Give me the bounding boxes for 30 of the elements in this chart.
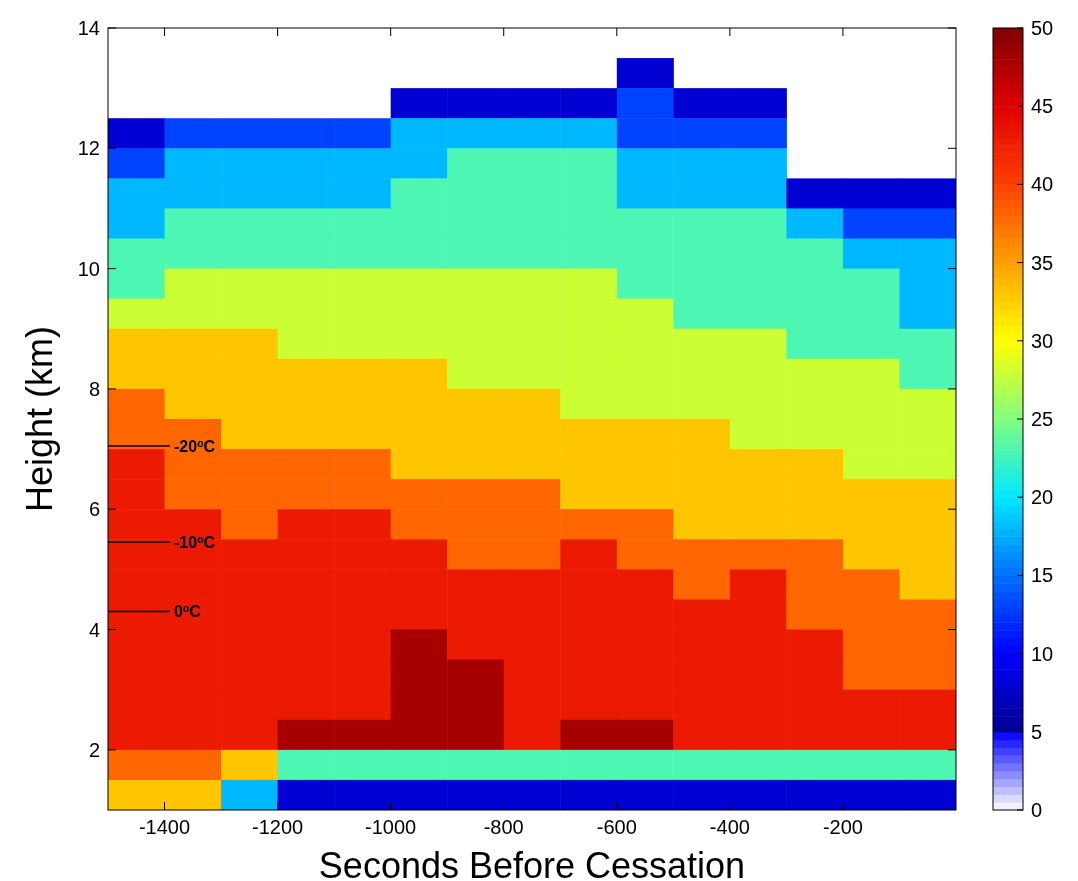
- x-axis-title: Seconds Before Cessation: [318, 845, 746, 881]
- color-bar-label: 10: [1031, 642, 1054, 665]
- color-bar-label: 30: [1031, 329, 1054, 352]
- y-tick-label: 12: [77, 137, 100, 160]
- color-bar-label: 50: [1031, 17, 1054, 39]
- y-tick-label: 8: [88, 377, 100, 400]
- ref-line-label: -10$^{o}$C: [174, 533, 216, 552]
- x-tick-label: -200: [822, 816, 863, 838]
- ref-line-label: 0$^{o}$C: [174, 602, 202, 621]
- x-tick-label: -1400: [138, 816, 191, 838]
- color-bar-label: 45: [1031, 95, 1054, 118]
- ref-line-label: -20$^{o}$C: [174, 437, 216, 456]
- y-tick-label: 6: [88, 498, 100, 521]
- color-bar-label: 0: [1031, 799, 1043, 821]
- y-axis-title: Height (km): [19, 325, 60, 513]
- color-bar-label: 35: [1031, 251, 1054, 274]
- x-tick-label: -800: [483, 816, 524, 838]
- x-tick-label: -1200: [252, 816, 304, 838]
- color-bar-label: 15: [1031, 564, 1054, 587]
- y-tick-label: 10: [77, 257, 100, 280]
- y-tick-label: 4: [88, 618, 100, 641]
- color-bar-label: 5: [1031, 720, 1043, 743]
- x-tick-label: -400: [709, 816, 750, 838]
- x-tick-label: -1000: [365, 816, 417, 838]
- color-bar-label: 25: [1031, 408, 1054, 430]
- color-bar-label: 40: [1031, 173, 1054, 196]
- y-tick-label: 2: [88, 738, 100, 761]
- x-tick-label: -600: [596, 816, 637, 838]
- y-tick-label: 14: [77, 17, 100, 39]
- color-bar-label: 20: [1031, 486, 1054, 509]
